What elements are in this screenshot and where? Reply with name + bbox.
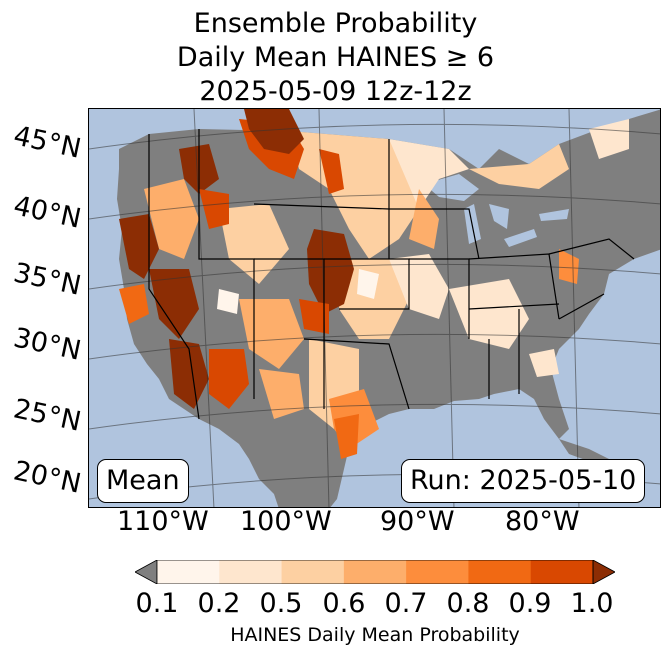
state-borders xyxy=(148,129,635,420)
cb-tick-4: 0.7 xyxy=(384,588,428,619)
lat-label-30: 30°N xyxy=(10,322,84,367)
colorbar-segment xyxy=(468,560,532,584)
lon-label-90: 90°W xyxy=(380,506,455,537)
cb-tick-3: 0.6 xyxy=(322,588,366,619)
cb-tick-6: 0.9 xyxy=(508,588,552,619)
lat-label-20: 20°N xyxy=(10,455,84,500)
map-canvas xyxy=(89,109,660,507)
title-line-3: 2025-05-09 12z-12z xyxy=(199,76,472,107)
lon-label-110: 110°W xyxy=(117,506,209,537)
lake-erie xyxy=(504,229,537,247)
colorbar xyxy=(135,560,615,584)
lake-ontario xyxy=(539,209,569,221)
lat-label-40: 40°N xyxy=(10,190,84,235)
cb-tick-5: 0.8 xyxy=(446,588,490,619)
lake-huron xyxy=(489,204,509,229)
cb-tick-7: 1.0 xyxy=(570,588,614,619)
cuba xyxy=(559,439,609,465)
colorbar-segments xyxy=(157,560,594,584)
cb-tick-1: 0.2 xyxy=(197,588,241,619)
cb-tick-2: 0.5 xyxy=(259,588,303,619)
colorbar-over-arrow xyxy=(592,560,615,584)
lat-label-25: 25°N xyxy=(10,393,84,438)
stat-mean-box: Mean xyxy=(97,459,189,503)
lon-label-100: 100°W xyxy=(240,506,332,537)
colorbar-label: HAINES Daily Mean Probability xyxy=(230,624,520,646)
colorbar-segment xyxy=(219,560,283,584)
title-line-2: Daily Mean HAINES ≥ 6 xyxy=(176,42,495,73)
title-line-1: Ensemble Probability xyxy=(193,8,478,39)
colorbar-segment xyxy=(406,560,469,584)
colorbar-segment xyxy=(281,560,345,584)
colorbar-segment xyxy=(157,560,220,584)
probability-patches xyxy=(119,109,629,459)
probability-map: Mean Run: 2025-05-10 xyxy=(88,108,661,508)
colorbar-segment xyxy=(343,560,407,584)
lat-label-35: 35°N xyxy=(10,257,84,302)
run-date-box: Run: 2025-05-10 xyxy=(401,459,646,503)
lat-label-45: 45°N xyxy=(10,120,84,165)
colorbar-under-arrow xyxy=(135,560,158,584)
lon-label-80: 80°W xyxy=(505,506,580,537)
colorbar-segment xyxy=(530,560,594,584)
cb-tick-0: 0.1 xyxy=(135,588,179,619)
